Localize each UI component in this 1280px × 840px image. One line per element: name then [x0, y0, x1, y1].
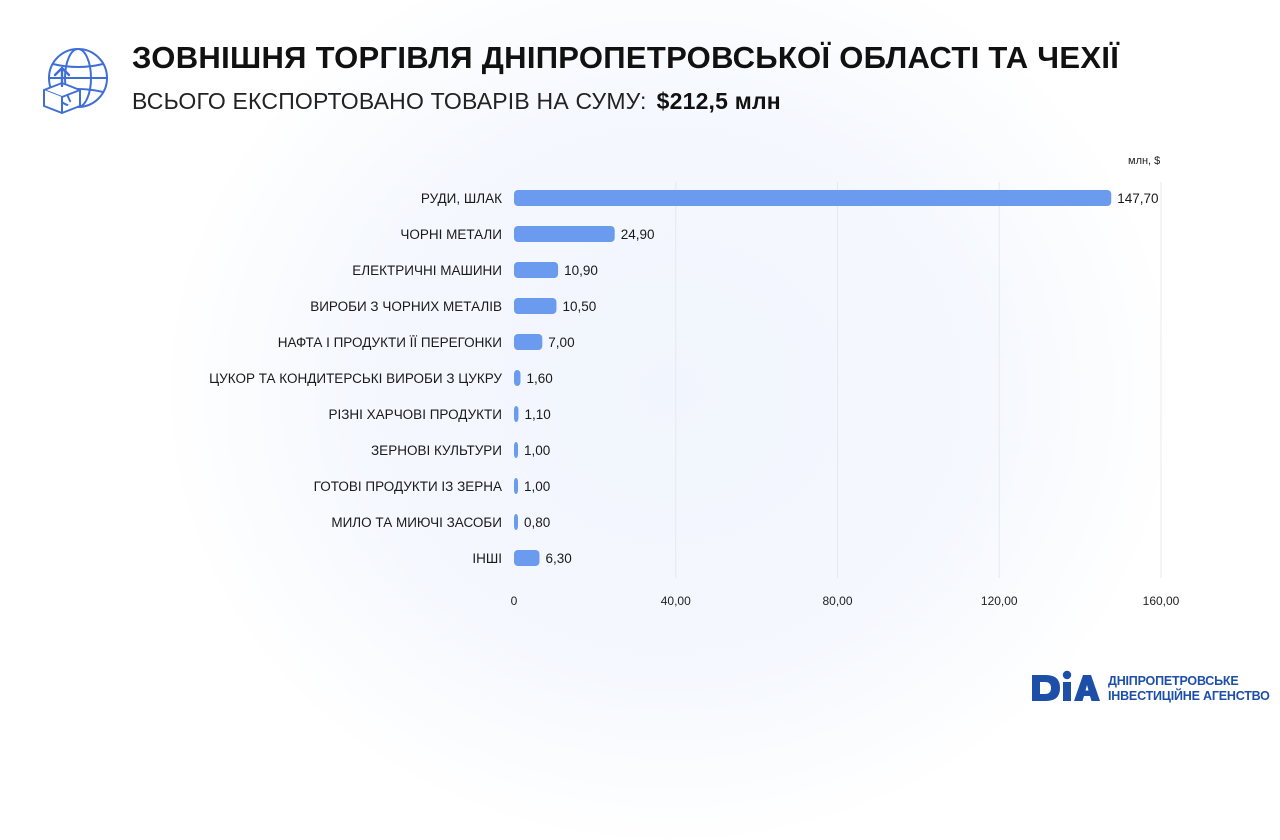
labels: 0 40,00 80,00 120,00 160,00 РУДИ, ШЛАК 147,70 Ч…: [209, 191, 1180, 608]
logo-line-2: ІНВЕСТИЦІЙНЕ АГЕНСТВО: [1108, 689, 1270, 703]
value-label: 0,80: [524, 515, 550, 530]
category-label: РУДИ, ШЛАК: [421, 191, 502, 206]
logo-line-1: ДНІПРОПЕТРОВСЬКЕ: [1108, 674, 1239, 688]
x-tick-label: 120,00: [981, 594, 1018, 608]
total-amount: $212,5 млн: [656, 88, 781, 114]
x-tick-label: 0: [511, 594, 518, 608]
value-label: 1,10: [524, 407, 550, 422]
category-label: РІЗНІ ХАРЧОВІ ПРОДУКТИ: [329, 407, 502, 422]
background-glow: [170, 0, 1170, 840]
value-label: 147,70: [1117, 191, 1158, 206]
value-label: 24,90: [621, 227, 655, 242]
page-title: ЗОВНІШНЯ ТОРГІВЛЯ ДНІПРОПЕТРОВСЬКОЇ ОБЛА…: [132, 40, 1120, 75]
bar: [514, 550, 540, 566]
bars: [514, 190, 1112, 566]
value-label: 7,00: [548, 335, 574, 350]
grid-lines: [675, 182, 1162, 578]
dia-logo-mark: [1032, 670, 1100, 701]
bar: [514, 370, 521, 386]
bar: [514, 226, 615, 242]
subtitle-text: ВСЬОГО ЕКСПОРТОВАНО ТОВАРІВ НА СУМУ:: [132, 88, 647, 114]
bar: [514, 514, 518, 530]
category-label: НАФТА І ПРОДУКТИ ЇЇ ПЕРЕГОНКИ: [278, 335, 502, 350]
dia-logo: ДНІПРОПЕТРОВСЬКЕ ІНВЕСТИЦІЙНЕ АГЕНСТВО: [1030, 668, 1270, 708]
value-label: 1,00: [524, 479, 550, 494]
x-tick-label: 80,00: [822, 594, 852, 608]
value-label: 1,00: [524, 443, 550, 458]
value-label: 10,50: [562, 299, 596, 314]
x-tick-label: 40,00: [661, 594, 691, 608]
bar: [514, 406, 519, 422]
value-label: 6,30: [545, 551, 571, 566]
bar: [514, 334, 543, 350]
category-label: ІНШІ: [472, 551, 502, 566]
category-label: ВИРОБИ З ЧОРНИХ МЕТАЛІВ: [310, 299, 502, 314]
globe-box-export-icon: [43, 48, 108, 114]
unit-label: млн, $: [1128, 155, 1161, 167]
category-label: ЕЛЕКТРИЧНІ МАШИНИ: [352, 263, 502, 278]
page-subtitle: ВСЬОГО ЕКСПОРТОВАНО ТОВАРІВ НА СУМУ: $212…: [132, 88, 781, 115]
bar: [514, 190, 1112, 206]
bar: [514, 478, 519, 494]
value-label: 1,60: [526, 371, 552, 386]
category-label: МИЛО ТА МИЮЧІ ЗАСОБИ: [331, 515, 502, 530]
category-label: ЧОРНІ МЕТАЛИ: [400, 227, 502, 242]
category-label: ЦУКОР ТА КОНДИТЕРСЬКІ ВИРОБИ З ЦУКРУ: [209, 371, 502, 386]
bar: [514, 298, 557, 314]
bar-chart: 0 40,00 80,00 120,00 160,00 РУДИ, ШЛАК 147,70 Ч…: [209, 182, 1180, 608]
value-label: 10,90: [564, 263, 598, 278]
category-label: ГОТОВІ ПРОДУКТИ ІЗ ЗЕРНА: [314, 479, 502, 494]
x-tick-label: 160,00: [1143, 594, 1180, 608]
category-label: ЗЕРНОВІ КУЛЬТУРИ: [371, 443, 502, 458]
dia-logo-text: ДНІПРОПЕТРОВСЬКЕ ІНВЕСТИЦІЙНЕ АГЕНСТВО: [1108, 674, 1270, 704]
bar: [514, 262, 559, 278]
bar: [514, 442, 519, 458]
